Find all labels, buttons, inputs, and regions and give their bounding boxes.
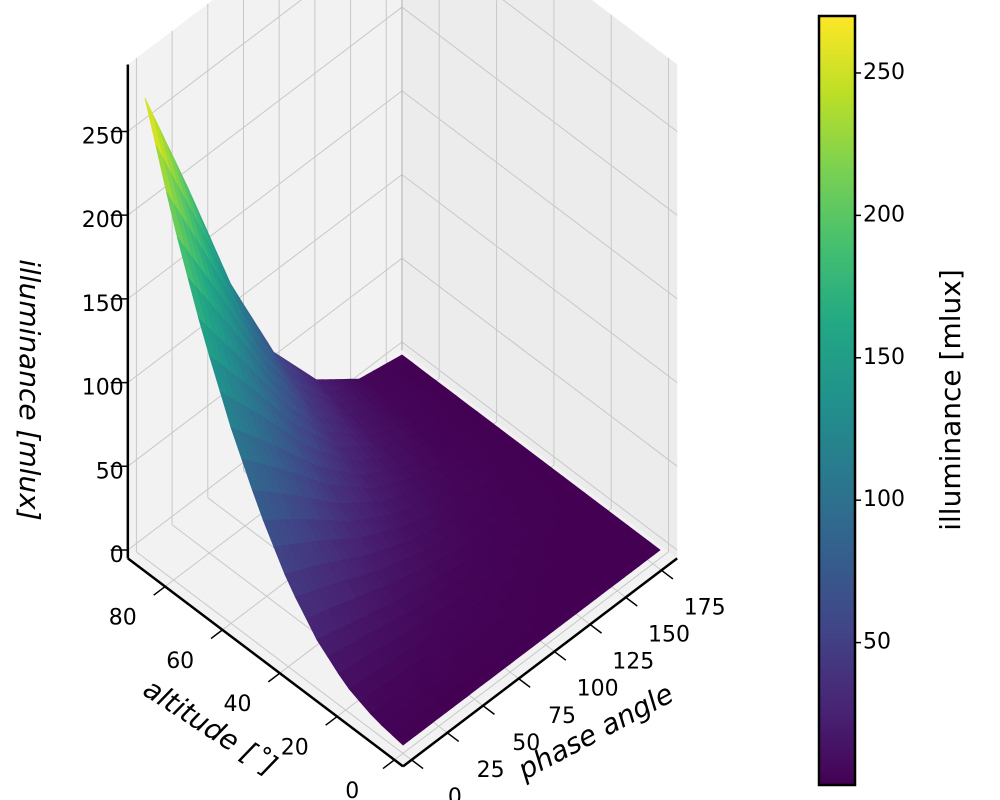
grid-line [127, 90, 403, 300]
grid-line [401, 6, 678, 216]
x-tick-label: 100 [577, 677, 619, 702]
x-tick-mark [446, 732, 460, 743]
grid-line [394, 551, 669, 761]
x-tick-label: 75 [548, 704, 576, 729]
grid-line [401, 341, 678, 551]
y-axis-line [127, 557, 404, 768]
grid-line [401, 90, 678, 300]
colorbar-ticks: 50 100 150 200 250 [855, 60, 905, 655]
z-tick-label: 150 [82, 292, 124, 317]
axis-lines [110, 64, 678, 770]
x-tick-mark [482, 705, 495, 715]
x-tick-mark [589, 623, 602, 634]
colorbar-tick-label: 250 [863, 60, 905, 85]
colorbar-tick-label: 50 [863, 630, 891, 655]
x-tick-label: 25 [477, 758, 505, 783]
z-tick-label: 100 [82, 376, 124, 401]
colorbar: 50 100 150 200 250 illuminance [mlux] [817, 14, 967, 787]
x-tick-mark [553, 650, 567, 661]
grid-line [136, 551, 412, 761]
surface-plot [144, 97, 661, 746]
z-tick-label: 200 [82, 208, 124, 233]
z-tick-label: 0 [110, 543, 124, 568]
y-axis-label: altitude [˚] [137, 672, 283, 783]
y-tick-label: 0 [345, 779, 359, 800]
tick-labels: 0255075100125150175020406080050100150200… [82, 125, 726, 800]
colorbar-gradient [817, 14, 857, 787]
colorbar-label: illuminance [mlux] [934, 269, 967, 531]
x-tick-mark [661, 569, 674, 580]
colorbar-tick-label: 200 [863, 202, 905, 227]
y-tick-mark [267, 672, 281, 683]
y-tick-label: 20 [281, 736, 309, 761]
z-axis-label: illuminance [mlux] [13, 259, 46, 521]
x-tick-label: 125 [612, 650, 654, 675]
x-tick-mark [625, 596, 638, 607]
x-tick-mark [518, 678, 531, 688]
grid-line [127, 0, 302, 132]
surface-patch [391, 729, 411, 746]
y-tick-mark [210, 629, 223, 640]
x-tick-label: 0 [448, 785, 462, 800]
grid-line [401, 174, 678, 383]
y-tick-mark [153, 585, 166, 596]
y-tick-label: 40 [224, 692, 252, 717]
x-tick-label: 175 [684, 596, 726, 621]
x-axis-line [402, 557, 678, 768]
y-tick-mark [382, 759, 395, 770]
z-tick-label: 50 [96, 459, 124, 484]
y-tick-label: 80 [109, 606, 137, 631]
z-tick-label: 250 [82, 125, 124, 150]
y-tick-mark [325, 715, 338, 726]
grid-line [502, 0, 678, 132]
colorbar-tick-label: 150 [863, 345, 905, 370]
x-tick-label: 150 [648, 623, 690, 648]
grid-line [127, 174, 403, 383]
grid-line [401, 257, 678, 467]
colorbar-tick-label: 100 [863, 487, 905, 512]
x-tick-mark [411, 759, 424, 770]
y-tick-label: 60 [166, 649, 194, 674]
x-tick-label: 50 [512, 731, 540, 756]
